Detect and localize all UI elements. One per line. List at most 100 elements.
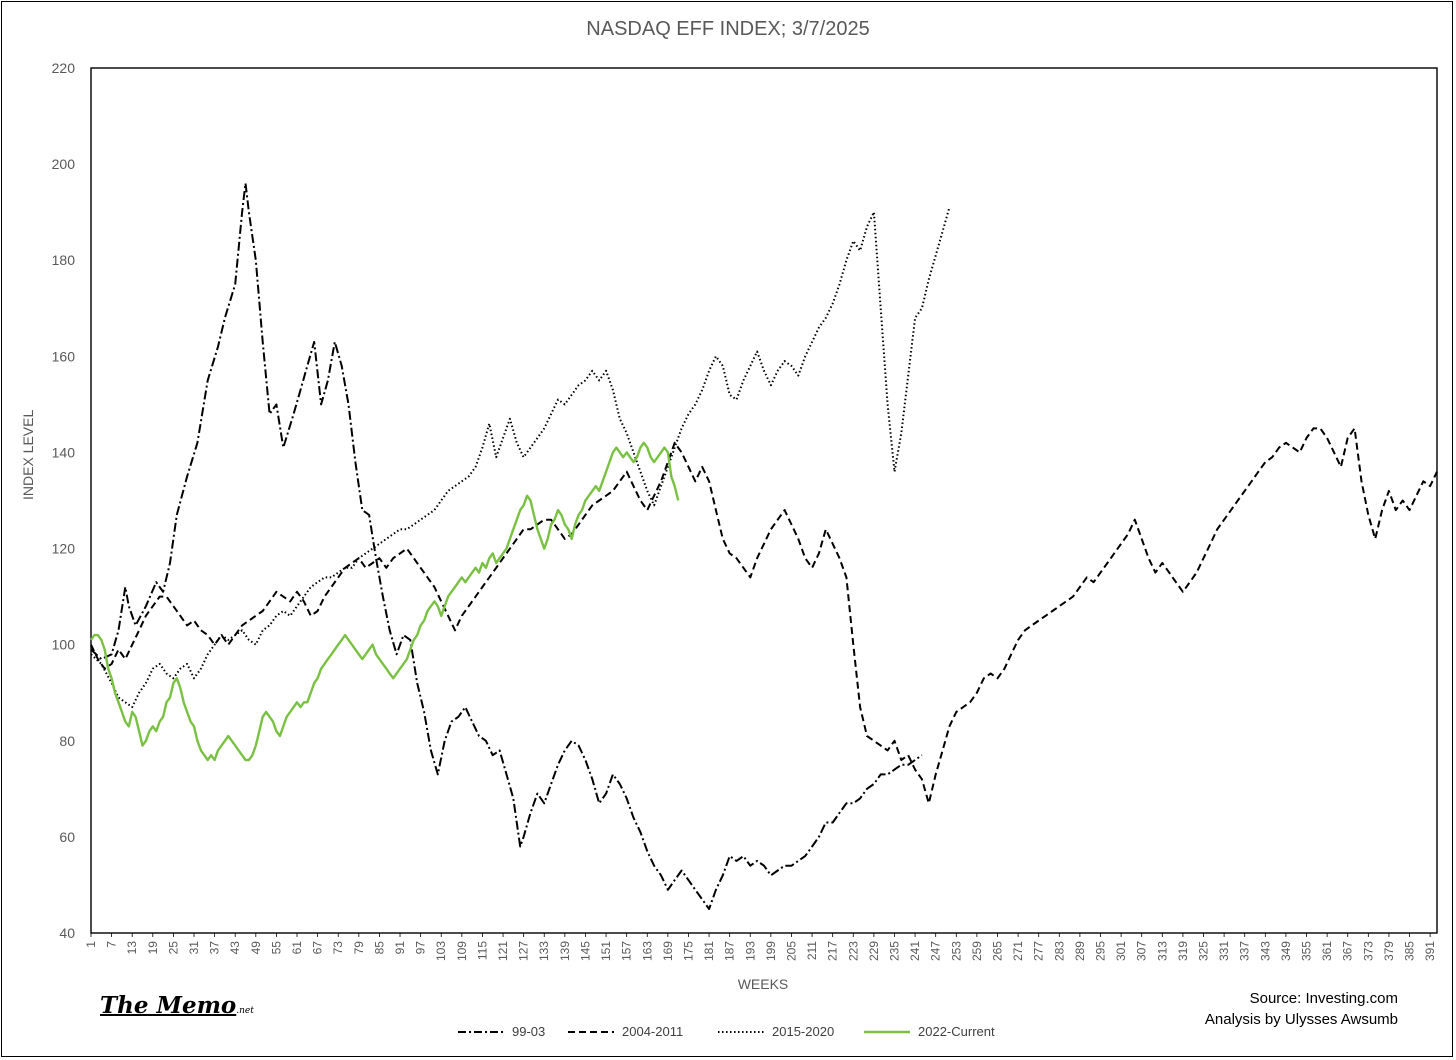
x-tick-label: 373 (1361, 941, 1375, 961)
x-tick-label: 133 (537, 941, 551, 961)
x-tick-label: 235 (887, 941, 901, 961)
x-tick-label: 43 (228, 941, 242, 955)
x-tick-label: 37 (208, 941, 222, 955)
x-tick-label: 307 (1135, 941, 1149, 961)
y-tick-label: 60 (59, 829, 75, 845)
series-line-2015-2020 (90, 207, 951, 709)
x-tick-label: 85 (372, 941, 386, 955)
chart-title: NASDAQ EFF INDEX; 3/7/2025 (586, 18, 870, 40)
legend-swatch-dashed (568, 1030, 614, 1033)
x-tick-label: 355 (1300, 941, 1314, 961)
x-tick-label: 349 (1279, 941, 1293, 961)
x-tick-label: 7 (105, 941, 119, 948)
x-tick-label: 127 (517, 941, 531, 961)
y-tick-label: 100 (52, 637, 76, 653)
y-tick-label: 200 (52, 156, 76, 172)
legend-label: 99-03 (512, 1024, 546, 1039)
x-tick-label: 289 (1073, 941, 1087, 961)
source-note: Source: Investing.com Analysis by Ulysse… (1205, 988, 1398, 1030)
x-tick-label: 121 (496, 941, 510, 961)
x-tick-label: 187 (723, 941, 737, 961)
x-tick-label: 67 (311, 941, 325, 955)
x-tick-label: 169 (661, 941, 675, 961)
x-tick-label: 253 (949, 941, 963, 961)
legend-item-2004-2011: 2004-2011 (568, 1024, 683, 1039)
x-tick-label: 31 (187, 941, 201, 955)
x-tick-label: 205 (784, 941, 798, 961)
x-tick-label: 331 (1217, 941, 1231, 961)
x-tick-label: 115 (475, 941, 489, 960)
x-tick-label: 55 (269, 941, 283, 955)
x-tick-label: 319 (1176, 941, 1190, 961)
series-layer (90, 182, 1438, 910)
x-tick-label: 103 (434, 941, 448, 961)
x-tick-label: 223 (846, 941, 860, 961)
legend-item-99-03: 99-03 (458, 1024, 545, 1039)
y-tick-label: 80 (59, 733, 75, 749)
x-tick-label: 295 (1094, 941, 1108, 961)
x-tick-label: 97 (414, 941, 428, 955)
legend-item-2022-current: 2022-Current (864, 1024, 995, 1039)
y-tick-label: 120 (52, 541, 76, 557)
y-axis-label: INDEX LEVEL (20, 409, 36, 500)
legend-label: 2022-Current (918, 1024, 995, 1039)
brand-logo: The Memo.net (100, 992, 254, 1019)
series-line-2004-2011 (90, 427, 1438, 805)
x-tick-label: 211 (805, 941, 819, 960)
analysis-credit: Analysis by Ulysses Awsumb (1204, 1011, 1398, 1028)
y-tick-label: 160 (52, 348, 76, 364)
x-tick-label: 109 (455, 941, 469, 961)
legend-item-2015-2020: 2015-2020 (718, 1024, 834, 1039)
x-tick-label: 247 (929, 941, 943, 961)
x-tick-label: 367 (1341, 941, 1355, 961)
x-tick-label: 229 (867, 941, 881, 961)
x-tick-label: 175 (681, 941, 695, 961)
x-tick-label: 151 (599, 941, 613, 961)
x-tick-label: 49 (249, 941, 263, 955)
x-tick-label: 385 (1403, 941, 1417, 961)
x-tick-label: 325 (1197, 941, 1211, 961)
x-tick-label: 79 (352, 941, 366, 955)
x-axis-ticks: 1 7 13 19 25 31 37 43 49 55 61 67 73 79 85 91 97 103 109 11… (84, 933, 1437, 961)
x-tick-label: 91 (393, 941, 407, 955)
x-tick-label: 19 (146, 941, 160, 955)
x-tick-label: 199 (764, 941, 778, 961)
x-tick-label: 391 (1423, 941, 1437, 961)
x-tick-label: 13 (125, 941, 139, 955)
x-tick-label: 139 (558, 941, 572, 961)
y-tick-label: 180 (52, 252, 76, 268)
x-tick-label: 145 (578, 941, 592, 961)
legend-label: 2004-2011 (622, 1024, 684, 1039)
x-tick-label: 1 (84, 941, 98, 948)
brand-logo-text: The Memo (100, 992, 237, 1019)
x-tick-label: 337 (1238, 941, 1252, 961)
x-tick-label: 157 (620, 941, 634, 961)
legend-swatch-dotted (718, 1030, 764, 1033)
x-tick-label: 265 (990, 941, 1004, 961)
x-tick-label: 313 (1155, 941, 1169, 961)
legend-swatch-dashdot (458, 1030, 504, 1033)
x-tick-label: 25 (166, 941, 180, 955)
legend: 99-03 2004-2011 2015-2020 2022-Current (0, 1024, 1456, 1044)
legend-label: 2015-2020 (772, 1024, 835, 1039)
series-line-99-03 (90, 182, 923, 910)
x-tick-label: 73 (331, 941, 345, 955)
legend-swatch-solid (864, 1030, 910, 1033)
source-line: Source: Investing.com (1249, 990, 1398, 1007)
x-tick-label: 163 (640, 941, 654, 961)
plot-area (90, 67, 1438, 934)
x-tick-label: 379 (1382, 941, 1396, 961)
x-tick-label: 361 (1320, 941, 1334, 961)
x-tick-label: 61 (290, 941, 304, 955)
series-line-2022-current (90, 441, 680, 762)
x-axis-label: WEEKS (737, 976, 789, 992)
y-tick-label: 220 (52, 60, 76, 76)
x-tick-label: 277 (1032, 941, 1046, 961)
x-tick-label: 283 (1052, 941, 1066, 961)
x-tick-label: 301 (1114, 941, 1128, 961)
y-axis-ticks: 40 60 80 100 120 140 160 180 200 220 (52, 60, 76, 941)
x-tick-label: 259 (970, 941, 984, 961)
x-tick-label: 343 (1258, 941, 1272, 961)
